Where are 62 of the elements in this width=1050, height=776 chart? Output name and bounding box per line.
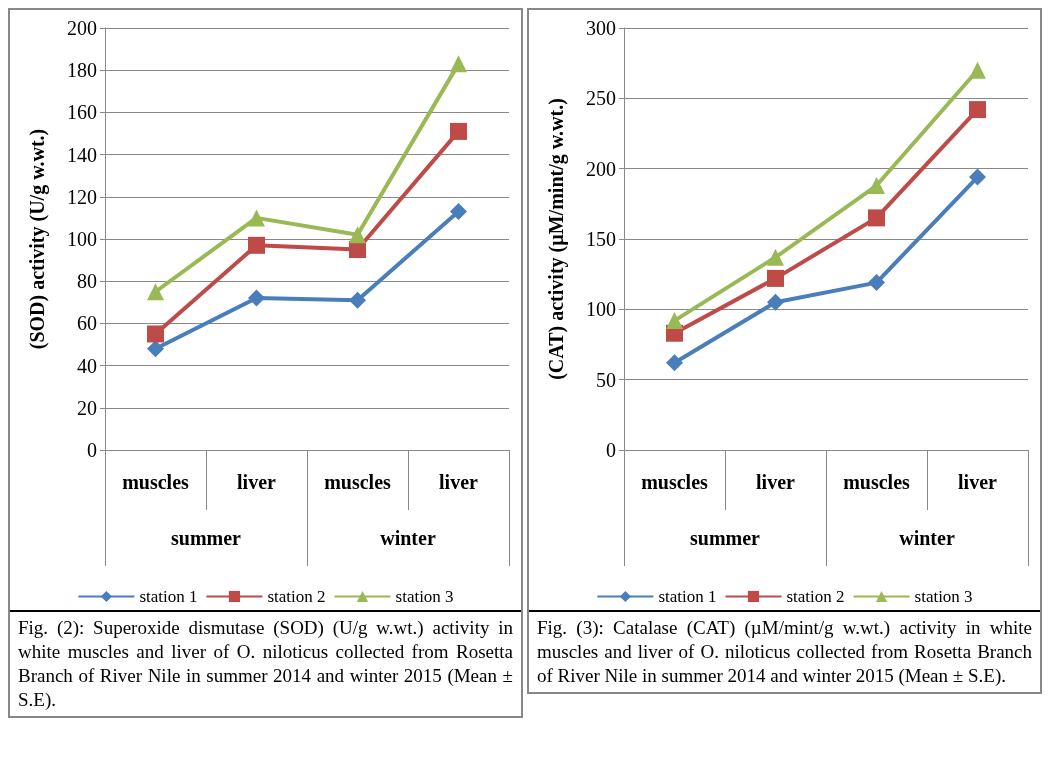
point [868, 274, 885, 292]
legend-label: station 2 [786, 587, 845, 606]
y-tick-label: 0 [87, 439, 97, 461]
point [147, 340, 164, 358]
legend-label: station 3 [914, 587, 973, 606]
x-tick-label: muscles [122, 471, 190, 493]
text: Fig. (2): Superoxide dismutase (SOD) (U/g w.wt.) activity in white muscles and liver of O. niloticus collected from Rosetta Branch of River Nile in summer 2014 and winter 2015 (Mean ± S.E). [10, 610, 521, 716]
text: winter [899, 527, 955, 549]
point [868, 209, 885, 227]
point [349, 291, 366, 309]
y-tick-label: 200 [586, 157, 616, 180]
point [349, 226, 366, 244]
x-tick-label: liver [439, 471, 479, 493]
x-tick-label: muscles [843, 471, 911, 493]
text: Fig. (3): Catalase (CAT) (µM/mint/g w.wt.) activity in white muscles and liver of O. niloticus collected from Rosetta Branch of River Nile in summer 2014 and winter 2015 (Mean ± S.E). [529, 610, 1040, 692]
y-tick-label: 50 [596, 368, 616, 391]
y-tick-label: 180 [67, 59, 97, 82]
point [450, 122, 467, 140]
y-tick-label: 150 [586, 228, 616, 250]
point [450, 203, 467, 221]
point [969, 168, 986, 186]
x-tick-label: liver [958, 471, 998, 493]
y-tick-label: 300 [586, 17, 616, 39]
point [450, 55, 467, 73]
point [248, 236, 265, 254]
text: summer [171, 527, 242, 549]
point [147, 325, 164, 343]
y-tick-label: 60 [77, 312, 97, 335]
legend-label: station 1 [658, 587, 717, 606]
y-tick-label: 250 [586, 87, 616, 110]
y-tick-label: 100 [586, 298, 616, 321]
y-axis-title: (CAT) activity (µM/mint/g w.wt.) [545, 98, 568, 380]
point [248, 209, 265, 227]
x-tick-label: muscles [324, 471, 392, 493]
point [767, 269, 784, 287]
y-axis-title: (SOD) activity (U/g w.wt.) [26, 128, 49, 350]
y-tick-label: 0 [606, 439, 616, 461]
y-tick-label: 120 [67, 185, 97, 208]
y-tick-label: 40 [77, 354, 97, 377]
point [868, 177, 885, 195]
legend-label: station 1 [139, 587, 198, 606]
y-tick-label: 80 [77, 270, 97, 293]
legend-label: station 3 [395, 587, 454, 606]
y-tick-label: 160 [67, 101, 97, 124]
point [767, 248, 784, 266]
text: winter [380, 527, 436, 549]
point [248, 289, 265, 307]
x-tick-label: muscles [641, 471, 709, 493]
y-tick-label: 200 [67, 17, 97, 39]
point [666, 354, 683, 372]
point [969, 61, 986, 79]
x-tick-label: liver [756, 471, 796, 493]
y-tick-label: 100 [67, 228, 97, 250]
text: summer [690, 527, 761, 549]
legend-label: station 2 [267, 587, 326, 606]
point [969, 101, 986, 119]
y-tick-label: 20 [77, 396, 97, 419]
point [767, 293, 784, 311]
x-tick-label: liver [237, 471, 277, 493]
point [666, 312, 683, 330]
y-tick-label: 140 [67, 143, 97, 166]
point [147, 283, 164, 301]
